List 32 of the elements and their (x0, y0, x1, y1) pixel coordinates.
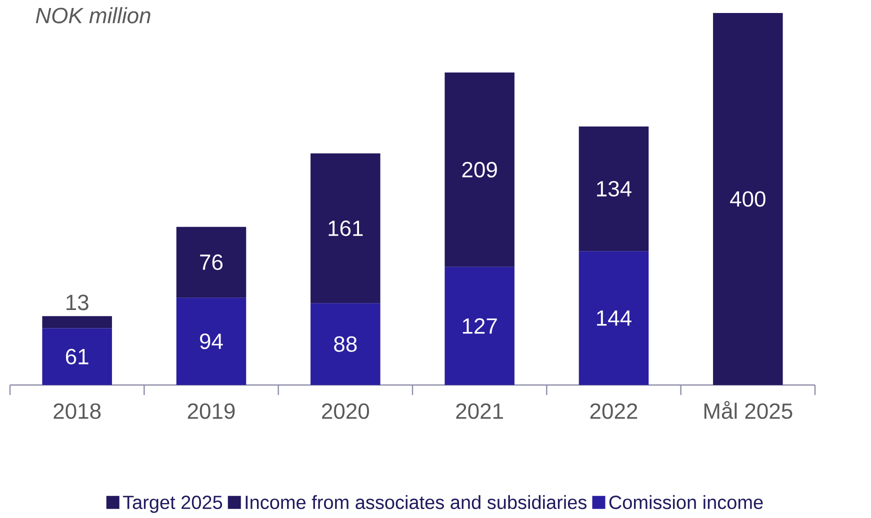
data-label: 76 (200, 254, 223, 270)
data-label: 13 (66, 294, 88, 310)
bar (444, 72, 514, 267)
bar (310, 303, 380, 385)
data-label: 94 (200, 333, 223, 350)
data-label: 127 (462, 318, 497, 334)
bar (713, 12, 783, 385)
x-tick-label: 2018 (54, 403, 101, 419)
bar (176, 298, 246, 385)
bar (578, 251, 649, 385)
bar (578, 126, 649, 252)
bar (444, 266, 514, 385)
x-tick-label: 2021 (456, 403, 503, 419)
legend-label: Target 2025 (122, 496, 222, 513)
bar (42, 328, 112, 385)
x-tick-label: 2020 (322, 403, 370, 419)
bar (42, 316, 112, 328)
data-label: 209 (462, 162, 497, 178)
x-tick-label: 2019 (188, 403, 235, 419)
data-label: 400 (730, 191, 766, 207)
x-tick-label: Mål 2025 (704, 400, 792, 419)
bar (176, 226, 246, 298)
data-label: 144 (597, 310, 632, 326)
legend-label: Comission income (609, 495, 763, 510)
data-label: 88 (334, 336, 357, 352)
bar (310, 153, 380, 304)
legend-label: Income from associates and subsidiaries (246, 495, 587, 510)
x-tick-label: 2022 (590, 403, 638, 419)
data-label: 161 (328, 220, 363, 236)
data-label: 61 (66, 348, 88, 364)
y-axis-title: NOK million (36, 7, 150, 24)
data-label: 134 (597, 180, 632, 197)
